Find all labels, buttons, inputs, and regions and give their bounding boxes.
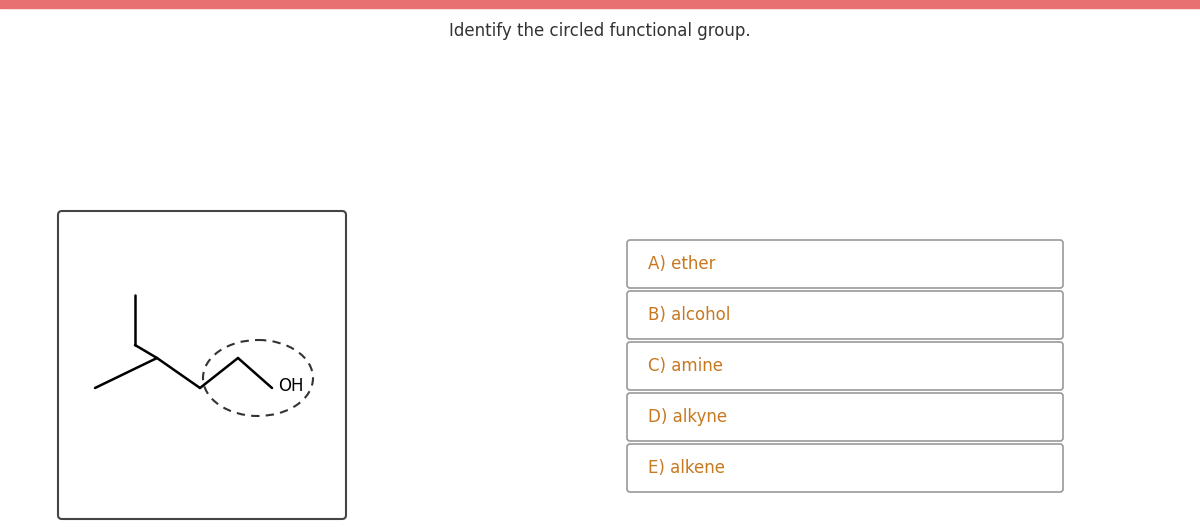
Text: A) ether: A) ether (648, 255, 715, 273)
FancyBboxPatch shape (628, 342, 1063, 390)
FancyBboxPatch shape (628, 240, 1063, 288)
Text: Identify the circled functional group.: Identify the circled functional group. (449, 22, 751, 40)
Text: D) alkyne: D) alkyne (648, 408, 727, 426)
FancyBboxPatch shape (628, 444, 1063, 492)
Text: B) alcohol: B) alcohol (648, 306, 731, 324)
Text: C) amine: C) amine (648, 357, 722, 375)
Text: E) alkene: E) alkene (648, 459, 725, 477)
FancyBboxPatch shape (628, 291, 1063, 339)
FancyBboxPatch shape (628, 393, 1063, 441)
Text: OH: OH (278, 377, 304, 395)
FancyBboxPatch shape (58, 211, 346, 519)
